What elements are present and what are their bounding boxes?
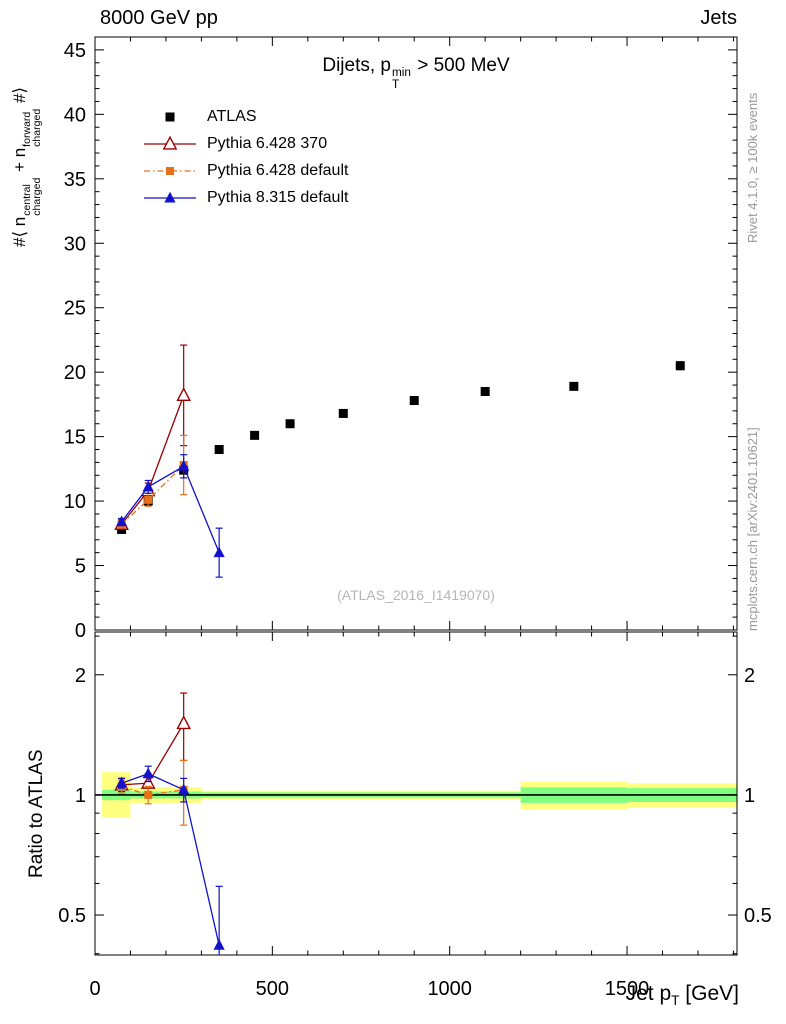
svg-text:500: 500 [256,978,289,1000]
legend-label-pythia6-default: Pythia 6.428 default [207,161,349,179]
x-axis-label: Jet pT [GeV] [626,982,739,1008]
mcplots-source-caption: mcplots.cern.ch [arXiv:2401.10621] [745,427,760,631]
legend-item-pythia6-370: Pythia 6.428 370 [142,130,348,157]
beam-energy-label: 8000 GeV pp [100,7,218,29]
plot-title-suffix: > 500 MeV [411,55,510,76]
legend-item-pythia6-default: Pythia 6.428 default [142,157,348,184]
main-y-axis-label: #⟨ n central charged + n forward charged #⟩ [10,87,43,247]
plot-title-superscript: min [391,66,411,80]
pythia6-default-marker-icon [142,160,198,182]
legend-label-pythia6-370: Pythia 6.428 370 [207,134,328,152]
ylabel-mid: + n [10,147,29,177]
ylabel-script-stack-forward: forward charged [21,108,44,147]
svg-text:1000: 1000 [427,978,472,1000]
svg-text:2: 2 [744,665,755,687]
ylabel-suffix: #⟩ [10,86,29,108]
svg-text:40: 40 [64,104,86,126]
svg-text:10: 10 [64,491,86,513]
svg-text:25: 25 [64,298,86,320]
svg-text:0.5: 0.5 [744,905,772,927]
svg-text:1500: 1500 [605,978,650,1000]
analysis-id-watermark: (ATLAS_2016_I1419070) [337,587,495,603]
plot-title: Dijets, p min T > 500 MeV [95,55,737,91]
atlas-marker-icon [142,106,198,128]
pythia8-default-marker-icon [142,187,198,209]
legend-item-atlas: ATLAS [142,103,348,130]
svg-text:2: 2 [75,665,86,687]
svg-text:20: 20 [64,362,86,384]
svg-text:1: 1 [75,785,86,807]
svg-text:30: 30 [64,233,86,255]
svg-text:0.5: 0.5 [58,905,86,927]
legend-item-pythia8-default: Pythia 8.315 default [142,184,348,211]
svg-text:1: 1 [744,785,755,807]
legend-label-atlas: ATLAS [207,107,257,125]
svg-text:15: 15 [64,427,86,449]
ylabel-prefix: #⟨ n [10,216,29,247]
plot-title-script-stack: min T [392,67,411,91]
svg-text:0: 0 [89,978,100,1000]
plot-title-subscript: T [391,78,400,92]
svg-text:5: 5 [75,556,86,578]
pythia6-370-marker-icon [142,133,198,155]
observable-group-label: Jets [700,7,737,29]
plot-title-prefix: Dijets, p [322,55,391,76]
rivet-version-caption: Rivet 4.1.0, ≥ 100k events [745,92,760,243]
ratio-y-axis-label: Ratio to ATLAS [26,749,47,879]
ylabel-sub-charged-2: charged [31,108,44,147]
svg-text:45: 45 [64,40,86,62]
svg-text:0: 0 [75,620,86,642]
svg-text:35: 35 [64,169,86,191]
xlabel-suffix: [GeV] [679,982,739,1005]
legend-label-pythia8-default: Pythia 8.315 default [207,188,349,206]
xlabel-prefix: Jet p [625,982,672,1005]
xlabel-subscript: T [671,992,680,1008]
ylabel-script-stack-central: central charged [21,177,44,216]
legend: ATLAS Pythia 6.428 370 Pythia 6.428 defa… [142,103,348,211]
ylabel-sub-charged-1: charged [31,177,44,216]
